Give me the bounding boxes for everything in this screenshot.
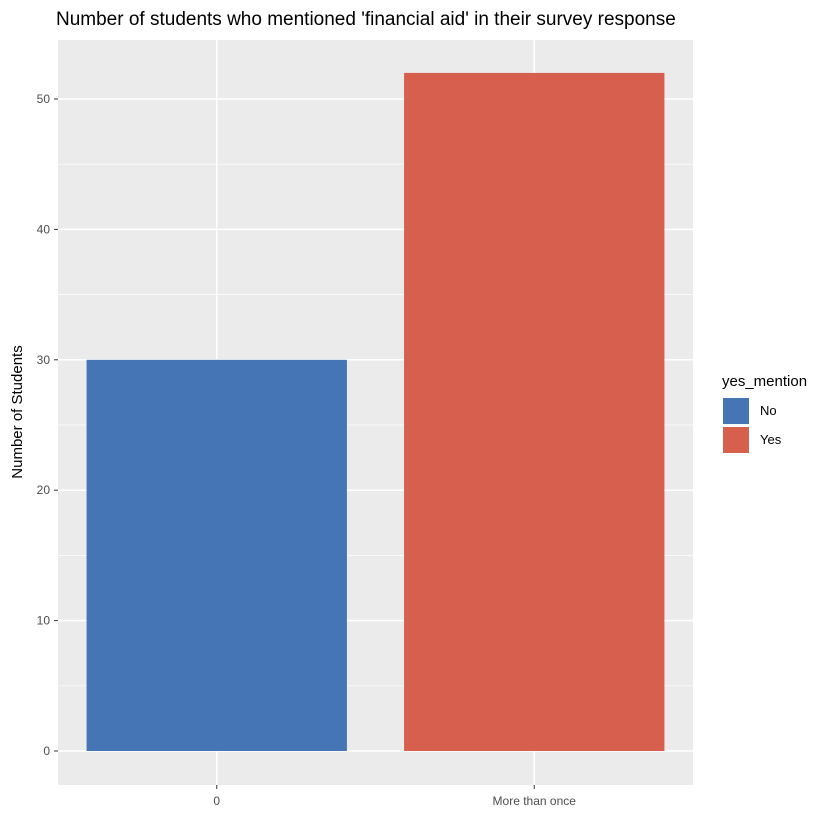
legend-label-yes: Yes bbox=[760, 432, 782, 447]
y-tick-label: 20 bbox=[37, 483, 51, 497]
legend-title: yes_mention bbox=[722, 373, 807, 390]
legend-key-yes bbox=[723, 427, 749, 453]
bar-yes bbox=[404, 72, 665, 752]
legend-label-no: No bbox=[760, 403, 777, 418]
x-tick-label: 0 bbox=[213, 794, 220, 808]
bars bbox=[86, 72, 665, 752]
bar-no bbox=[86, 359, 347, 751]
y-axis-title: Number of Students bbox=[9, 345, 26, 478]
legend-key-no bbox=[723, 398, 749, 424]
legend: yes_mention No Yes bbox=[722, 373, 807, 453]
y-tick-label: 0 bbox=[43, 744, 50, 758]
y-tick-label: 50 bbox=[37, 92, 51, 106]
x-tick-label: More than once bbox=[493, 794, 577, 808]
chart-title: Number of students who mentioned 'financ… bbox=[56, 9, 676, 30]
y-tick-label: 40 bbox=[37, 222, 51, 236]
x-axis: 0 More than once bbox=[213, 785, 576, 808]
y-axis: 0 10 20 30 40 50 bbox=[37, 92, 58, 758]
y-tick-label: 30 bbox=[37, 353, 51, 367]
y-tick-label: 10 bbox=[37, 614, 51, 628]
legend-entries: No Yes bbox=[723, 398, 782, 453]
